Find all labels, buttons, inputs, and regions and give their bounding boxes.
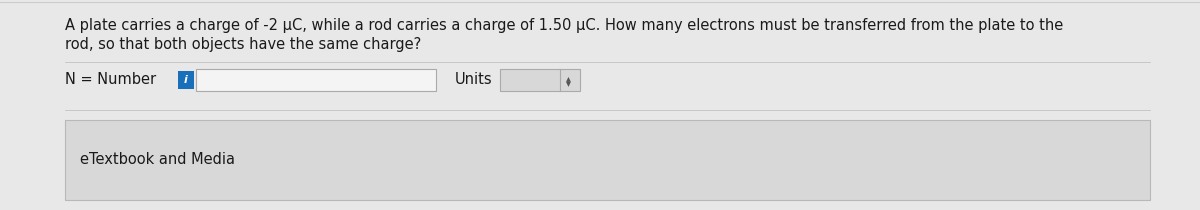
Text: ▴: ▴ [565, 73, 570, 83]
FancyBboxPatch shape [178, 71, 194, 89]
FancyBboxPatch shape [196, 69, 436, 91]
Text: i: i [184, 75, 188, 85]
Text: Units: Units [455, 72, 493, 88]
FancyBboxPatch shape [500, 69, 580, 91]
Text: N = Number: N = Number [65, 72, 156, 88]
Text: rod, so that both objects have the same charge?: rod, so that both objects have the same … [65, 37, 421, 52]
Text: ▾: ▾ [565, 78, 570, 88]
Text: A plate carries a charge of -2 μC, while a rod carries a charge of 1.50 μC. How : A plate carries a charge of -2 μC, while… [65, 18, 1063, 33]
Text: eTextbook and Media: eTextbook and Media [80, 152, 235, 168]
FancyBboxPatch shape [65, 120, 1150, 200]
